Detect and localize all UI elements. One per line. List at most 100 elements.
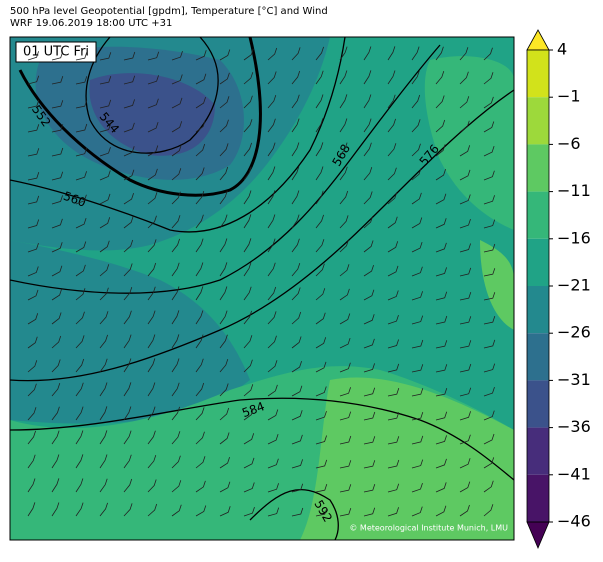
wind-barb [195, 96, 206, 109]
wind-barb [99, 75, 112, 85]
colorbar-segment [527, 380, 549, 428]
wind-barb [195, 50, 207, 61]
wind-barb [99, 193, 111, 205]
wind-barb [363, 191, 373, 205]
wind-barb [315, 118, 324, 133]
wind-barb [27, 430, 36, 445]
wind-barb [267, 190, 276, 205]
wind-barb [123, 216, 134, 229]
wind-barb [387, 94, 396, 109]
wind-barb [219, 238, 228, 253]
wind-barb [459, 267, 472, 277]
wind-barb [51, 242, 63, 253]
wind-barb [267, 94, 277, 109]
wind-barb [123, 358, 132, 373]
wind-barb [387, 483, 400, 493]
wind-barb [459, 145, 471, 157]
wind-barb [195, 505, 207, 517]
wind-barb [75, 171, 87, 181]
wind-barb [411, 192, 422, 205]
colorbar-segment [527, 50, 549, 98]
wind-barb [435, 387, 448, 397]
wind-barb [339, 118, 348, 133]
colorbar-segment [527, 191, 549, 239]
wind-barb [339, 288, 350, 301]
colorbar-segment [527, 427, 549, 475]
wind-barb [219, 49, 231, 61]
wind-barb [243, 142, 252, 157]
colorbar-segment [527, 238, 549, 286]
wind-barb [27, 75, 40, 85]
wind-barb [291, 94, 300, 109]
wind-barb [51, 406, 60, 421]
wind-barb [195, 310, 204, 325]
wind-barb [99, 240, 110, 253]
wind-barb [411, 94, 421, 109]
wind-barb [435, 435, 447, 445]
wind-barb [123, 286, 133, 301]
wind-barb [411, 506, 423, 517]
wind-barb [219, 190, 228, 205]
colorbar-segment [527, 144, 549, 192]
wind-barb [75, 406, 84, 421]
wind-barb [75, 454, 84, 469]
colorbar-segment [527, 474, 549, 522]
wind-barb [387, 192, 398, 205]
wind-barb [363, 264, 374, 277]
wind-barbs [27, 46, 496, 517]
colorbar-tick-label: 4 [557, 40, 567, 59]
colorbar-tick-label: −31 [557, 370, 591, 389]
wind-barb [243, 95, 253, 109]
wind-barb [267, 166, 276, 181]
colorbar-tick-label: −26 [557, 323, 591, 342]
wind-barb [411, 143, 421, 157]
wind-barb [171, 480, 182, 493]
wind-barb [195, 334, 204, 349]
wind-barb [99, 170, 111, 181]
wind-barb [315, 70, 324, 85]
wind-barb [435, 315, 448, 325]
wind-barb [483, 47, 493, 61]
wind-barb [483, 315, 496, 325]
wind-barb [171, 144, 182, 157]
wind-barb [291, 238, 300, 253]
wind-barb [27, 478, 36, 493]
colorbar-tick-label: −21 [557, 276, 591, 295]
wind-barb [411, 168, 422, 181]
wind-barb [459, 340, 472, 349]
colorbar-tick-label: −36 [557, 417, 591, 436]
wind-barb [147, 454, 157, 469]
wind-barb [75, 358, 85, 373]
wind-barb [267, 409, 279, 421]
wind-barb [291, 118, 300, 133]
wind-barb [147, 51, 160, 61]
wind-barb [267, 483, 279, 493]
wind-barb [243, 506, 255, 517]
wind-barb [363, 363, 375, 373]
wind-barb [171, 121, 183, 133]
wind-barb [51, 454, 60, 469]
wind-barb [75, 264, 86, 277]
wind-barb [363, 314, 375, 325]
colorbar-tick-label: −46 [557, 512, 591, 531]
wind-barb [459, 47, 469, 61]
wind-barb [363, 289, 375, 301]
wind-barb [51, 312, 62, 325]
wind-barb [75, 100, 88, 109]
wind-barb [411, 241, 423, 253]
wind-barb [195, 382, 205, 397]
wind-barb [483, 145, 495, 157]
wind-barb [411, 411, 424, 421]
wind-barb [195, 407, 205, 421]
wind-barb [435, 458, 447, 469]
wind-barb [99, 123, 112, 133]
wind-barb [267, 384, 278, 397]
wind-barb [147, 239, 157, 253]
wind-barb [267, 335, 277, 349]
wind-barb [459, 71, 469, 85]
temperature-field [89, 73, 215, 156]
wind-barb [483, 363, 496, 373]
wind-barb [51, 195, 63, 205]
wind-barb [123, 99, 135, 109]
